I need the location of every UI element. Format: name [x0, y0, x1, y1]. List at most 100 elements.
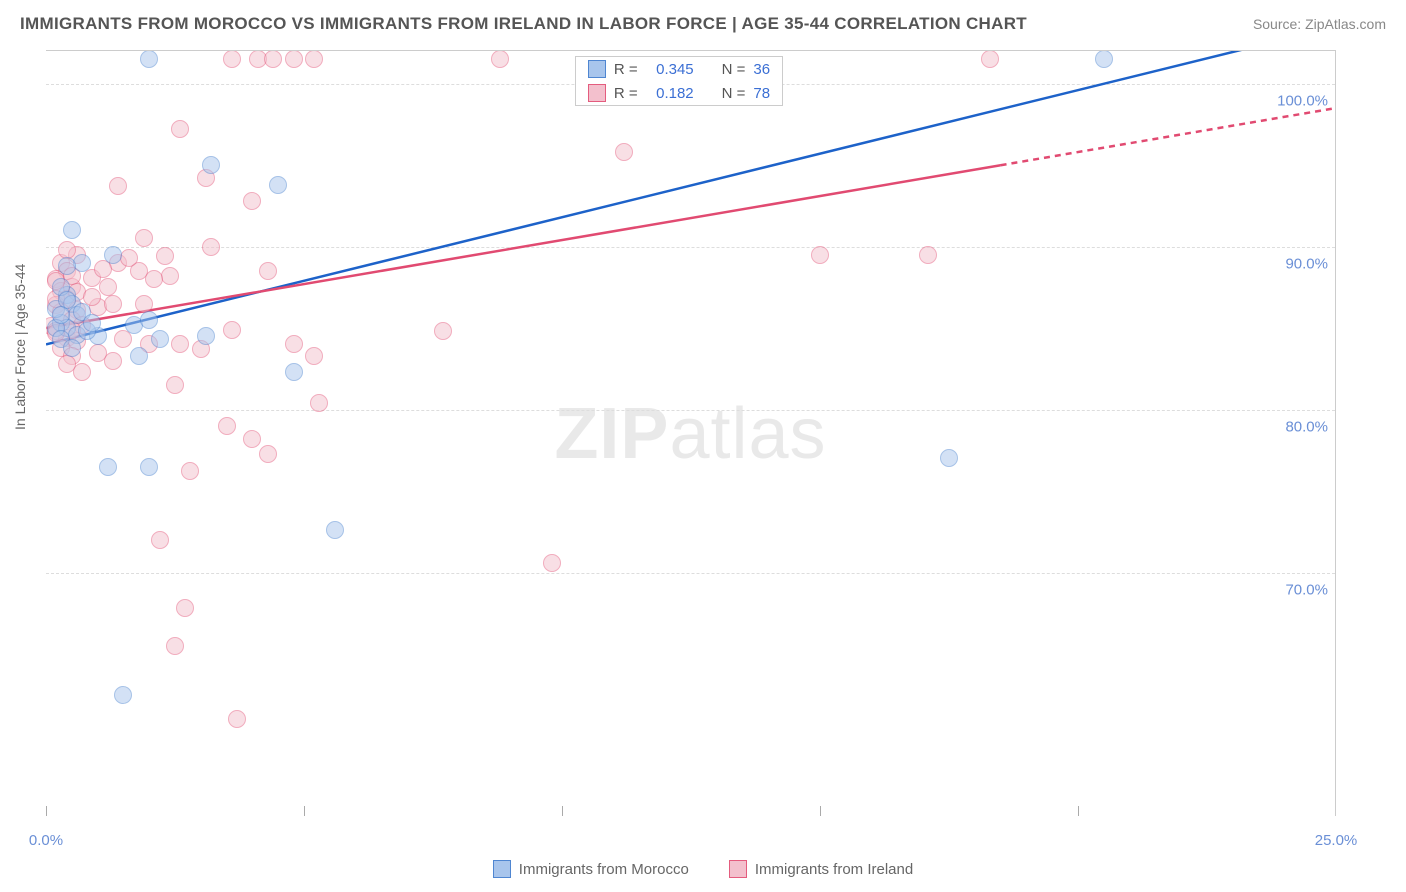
scatter-point	[58, 257, 76, 275]
scatter-point	[130, 347, 148, 365]
scatter-point	[63, 221, 81, 239]
scatter-point	[52, 306, 70, 324]
x-tick	[46, 806, 47, 816]
scatter-point	[202, 156, 220, 174]
scatter-point	[176, 599, 194, 617]
scatter-point	[135, 229, 153, 247]
scatter-point	[285, 363, 303, 381]
scatter-point	[811, 246, 829, 264]
scatter-point	[218, 417, 236, 435]
scatter-point	[140, 50, 158, 68]
n-label: N =	[722, 61, 746, 78]
scatter-point	[305, 347, 323, 365]
scatter-point	[166, 637, 184, 655]
scatter-point	[305, 50, 323, 68]
scatter-point	[434, 322, 452, 340]
scatter-point	[940, 449, 958, 467]
scatter-point	[981, 50, 999, 68]
x-tick	[1078, 806, 1079, 816]
scatter-point	[156, 247, 174, 265]
grid-line	[46, 410, 1335, 411]
scatter-point	[99, 278, 117, 296]
scatter-point	[223, 50, 241, 68]
scatter-point	[120, 249, 138, 267]
scatter-point	[228, 710, 246, 728]
x-tick	[820, 806, 821, 816]
legend-swatch	[493, 860, 511, 878]
legend-item-ireland: Immigrants from Ireland	[729, 860, 913, 878]
scatter-point	[1095, 50, 1113, 68]
legend-label: Immigrants from Morocco	[519, 861, 689, 878]
scatter-point	[135, 295, 153, 313]
scatter-point	[104, 295, 122, 313]
legend-swatch	[588, 60, 606, 78]
scatter-point	[114, 686, 132, 704]
scatter-point	[285, 335, 303, 353]
r-label: R =	[614, 61, 638, 78]
watermark: ZIPatlas	[554, 393, 826, 475]
scatter-point	[310, 394, 328, 412]
n-label: N =	[722, 85, 746, 102]
scatter-point	[104, 246, 122, 264]
scatter-point	[269, 176, 287, 194]
scatter-point	[259, 262, 277, 280]
scatter-point	[171, 335, 189, 353]
scatter-point	[145, 270, 163, 288]
scatter-point	[615, 143, 633, 161]
bottom-legend: Immigrants from Morocco Immigrants from …	[0, 860, 1406, 878]
y-tick-label: 80.0%	[1285, 418, 1328, 435]
scatter-point	[151, 531, 169, 549]
plot-area: ZIPatlas	[46, 50, 1336, 816]
scatter-point	[104, 352, 122, 370]
scatter-point	[543, 554, 561, 572]
scatter-point	[151, 330, 169, 348]
scatter-point	[285, 50, 303, 68]
legend-row: R = 0.182 N = 78	[576, 81, 782, 105]
r-value: 0.345	[646, 61, 694, 78]
scatter-point	[99, 458, 117, 476]
scatter-point	[83, 314, 101, 332]
scatter-point	[58, 241, 76, 259]
scatter-point	[259, 445, 277, 463]
scatter-point	[181, 462, 199, 480]
legend-item-morocco: Immigrants from Morocco	[493, 860, 689, 878]
scatter-point	[73, 254, 91, 272]
scatter-point	[197, 327, 215, 345]
scatter-point	[243, 430, 261, 448]
x-tick-label-left: 0.0%	[29, 832, 63, 849]
scatter-point	[161, 267, 179, 285]
trend-lines	[46, 51, 1336, 816]
source-label: Source: ZipAtlas.com	[1253, 16, 1386, 32]
chart-title: IMMIGRANTS FROM MOROCCO VS IMMIGRANTS FR…	[20, 14, 1027, 34]
y-tick-label: 90.0%	[1285, 255, 1328, 272]
scatter-point	[919, 246, 937, 264]
x-tick	[304, 806, 305, 816]
scatter-point	[264, 50, 282, 68]
n-value: 36	[753, 61, 770, 78]
r-label: R =	[614, 85, 638, 102]
grid-line	[46, 247, 1335, 248]
grid-line	[46, 573, 1335, 574]
x-tick-label-right: 25.0%	[1315, 832, 1358, 849]
r-value: 0.182	[646, 85, 694, 102]
scatter-point	[223, 321, 241, 339]
y-tick-label: 70.0%	[1285, 581, 1328, 598]
scatter-point	[140, 458, 158, 476]
scatter-point	[63, 339, 81, 357]
chart-header: IMMIGRANTS FROM MOROCCO VS IMMIGRANTS FR…	[0, 0, 1406, 40]
scatter-point	[171, 120, 189, 138]
scatter-point	[140, 311, 158, 329]
scatter-point	[491, 50, 509, 68]
scatter-point	[202, 238, 220, 256]
scatter-point	[73, 363, 91, 381]
legend-swatch	[729, 860, 747, 878]
legend-row: R = 0.345 N = 36	[576, 57, 782, 81]
legend-label: Immigrants from Ireland	[755, 861, 913, 878]
legend-swatch	[588, 84, 606, 102]
stats-legend: R = 0.345 N = 36 R = 0.182 N = 78	[575, 56, 783, 106]
n-value: 78	[753, 85, 770, 102]
scatter-point	[166, 376, 184, 394]
scatter-point	[326, 521, 344, 539]
scatter-point	[243, 192, 261, 210]
x-tick	[562, 806, 563, 816]
